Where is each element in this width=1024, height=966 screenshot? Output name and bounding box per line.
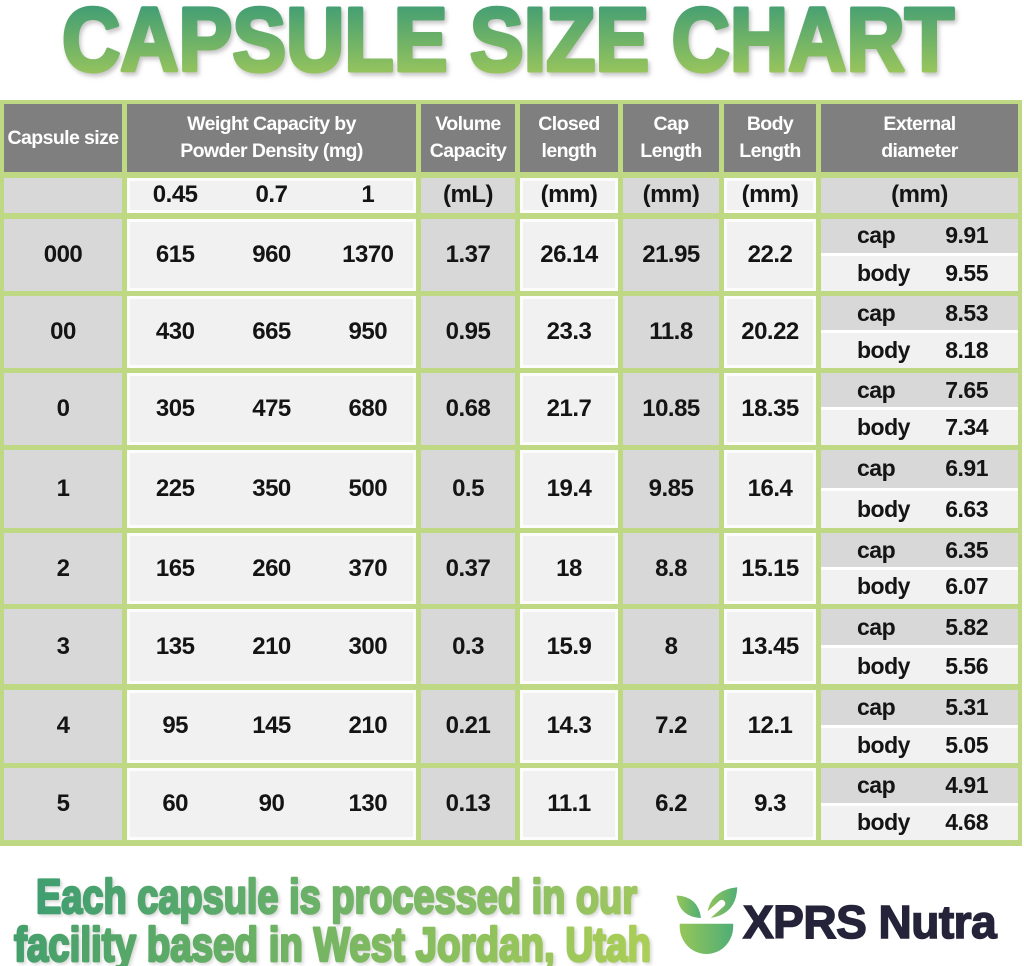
svg-text:CAPSULE SIZE CHART: CAPSULE SIZE CHART	[62, 0, 954, 91]
svg-text:facility based in West Jordan,: facility based in West Jordan, Utah	[14, 919, 651, 966]
svg-text:Each capsule is processed in o: Each capsule is processed in our	[36, 871, 637, 924]
